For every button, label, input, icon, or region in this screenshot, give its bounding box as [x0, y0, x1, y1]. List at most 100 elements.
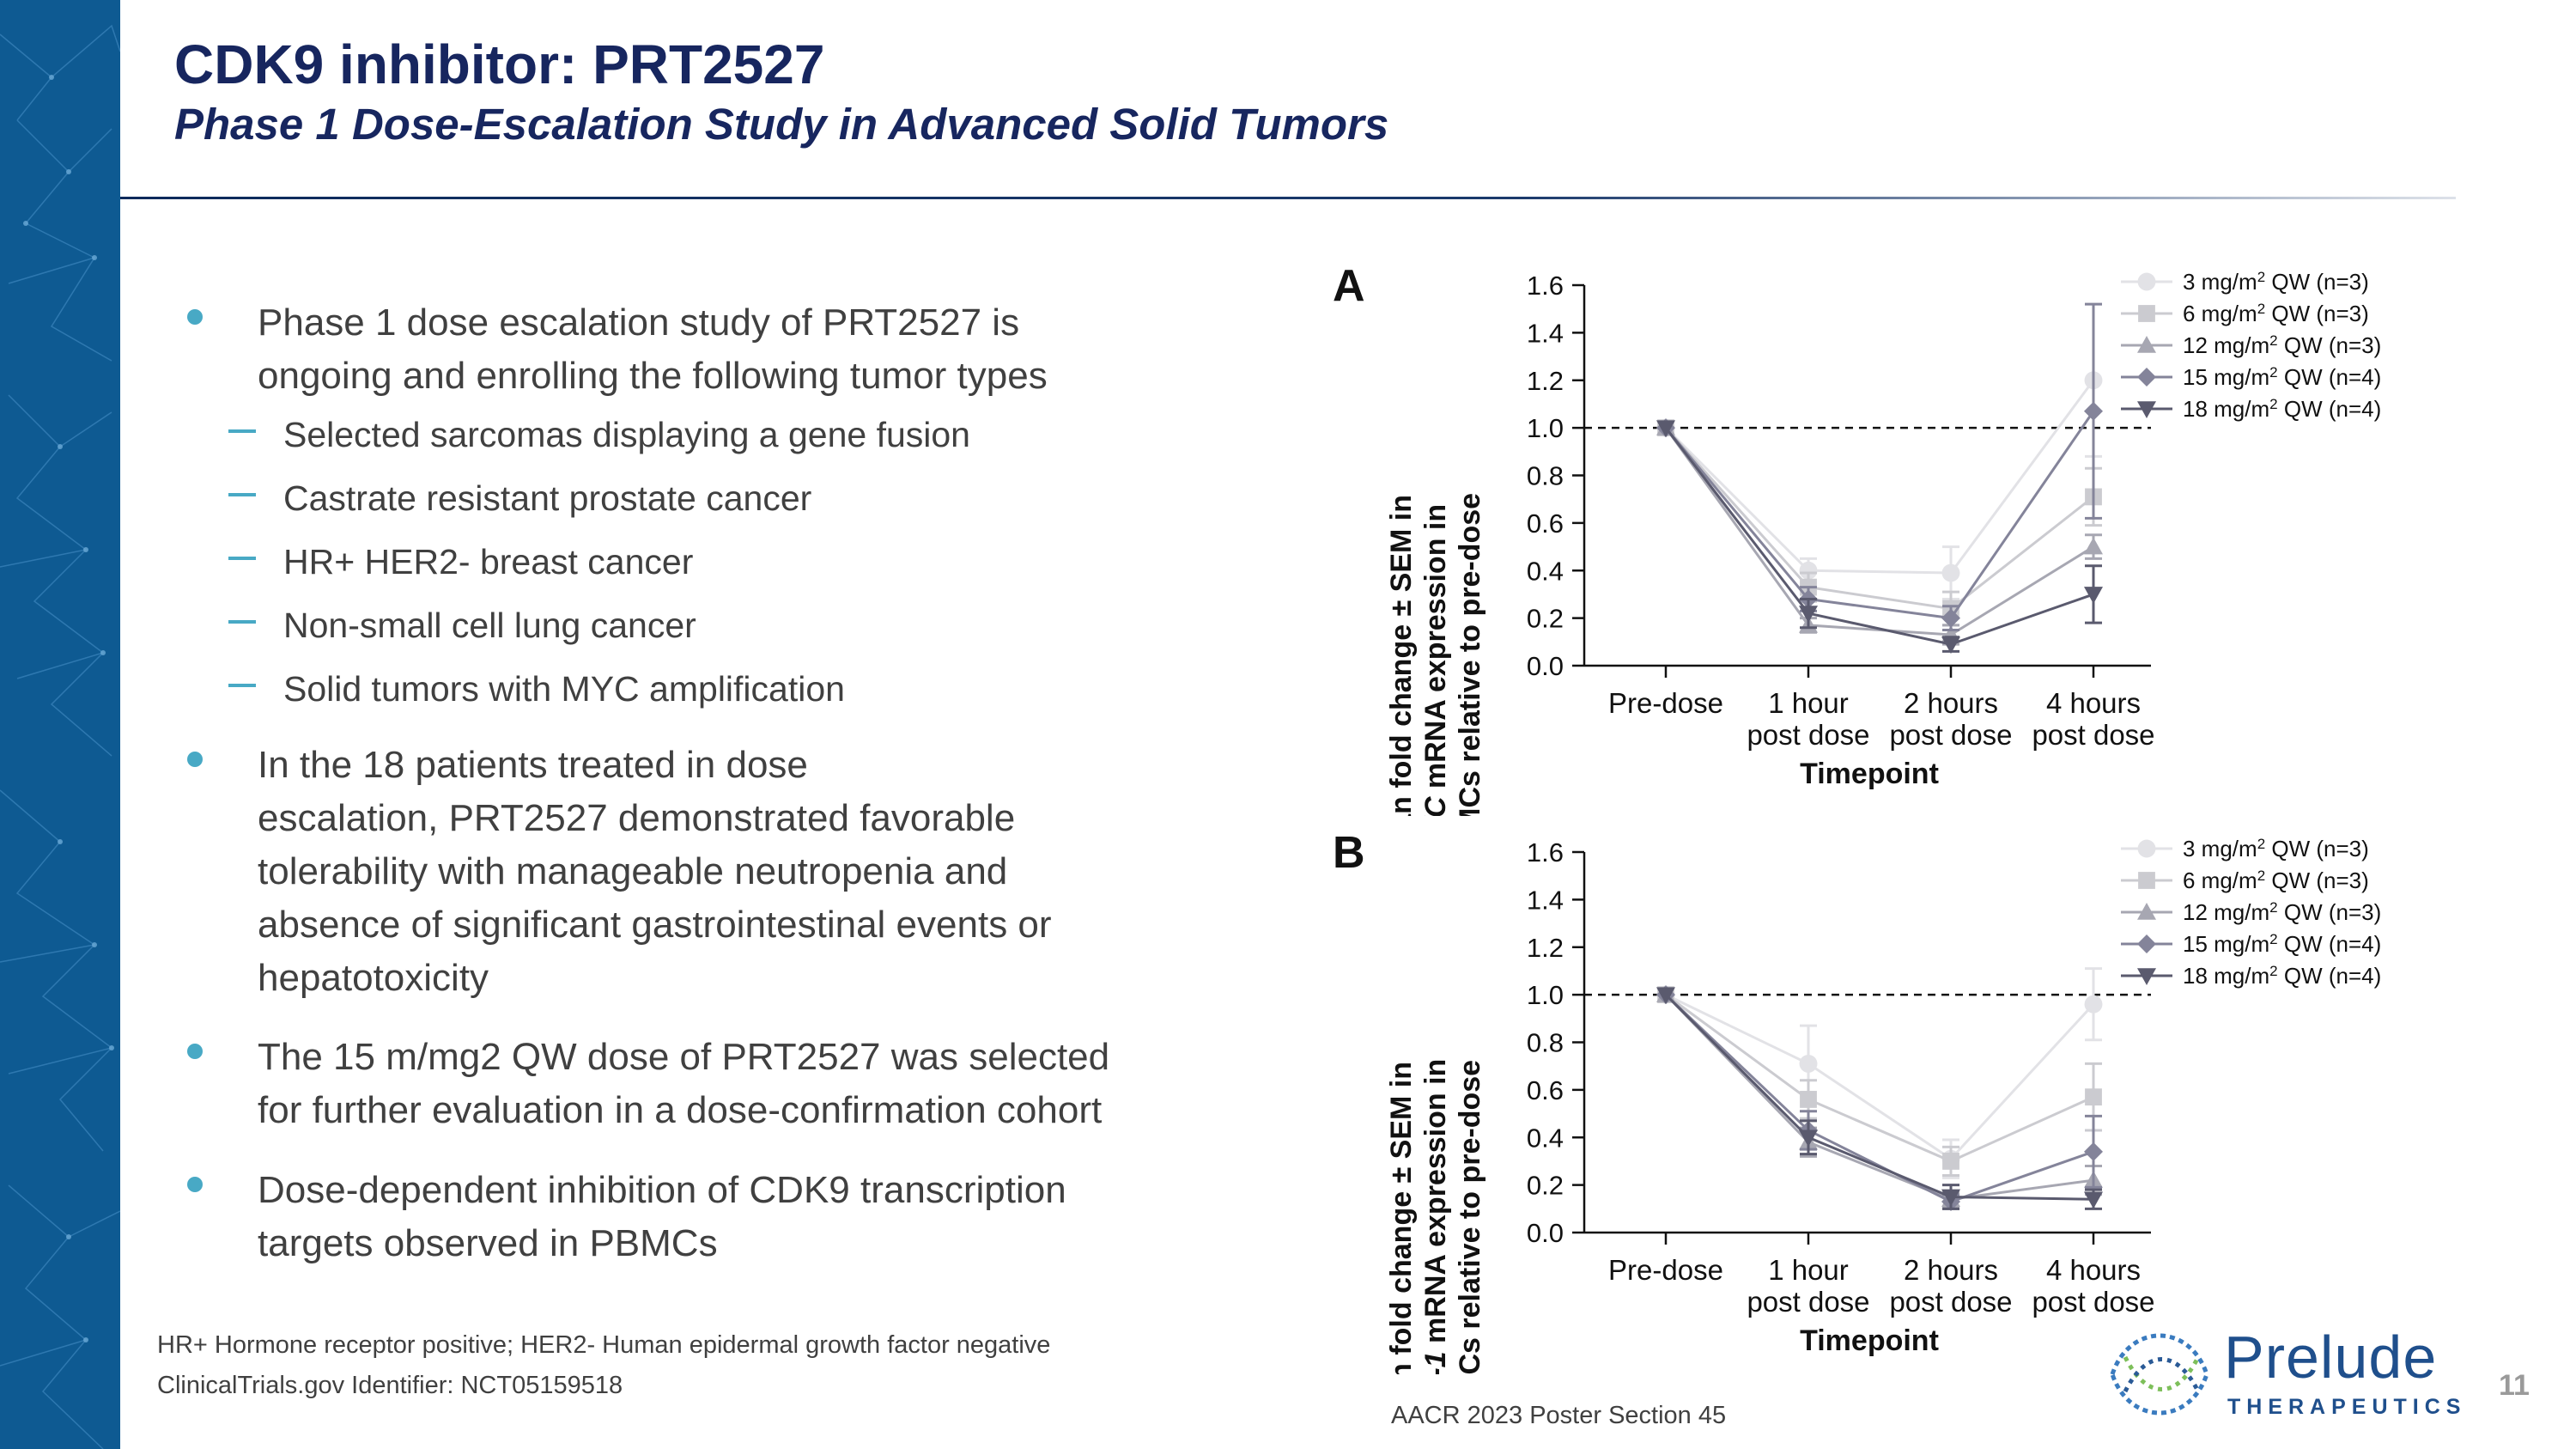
legend-dose: 3 mg/m [2183, 269, 2257, 295]
y-axis-label-line3: PBMCs relative to pre-dose [1454, 1060, 1486, 1374]
data-point [1799, 1129, 1818, 1148]
data-point [1799, 561, 1818, 580]
x-tick-label: post dose [2032, 719, 2154, 751]
legend-dose: 12 mg/m [2183, 899, 2269, 925]
bullet-text-line: targets observed in PBMCs [258, 1222, 718, 1264]
data-point [2084, 401, 2103, 421]
series-line [1664, 994, 2094, 1201]
legend-superscript: 2 [2269, 364, 2277, 381]
legend-dose: 15 mg/m [2183, 364, 2269, 390]
legend-suffix: QW (n=4) [2278, 396, 2382, 422]
x-tick-label: 4 hours [2046, 687, 2141, 719]
sub-bullet-text: Non-small cell lung cancer [283, 606, 696, 645]
x-tick-label: Pre-dose [1608, 1254, 1723, 1286]
legend-marker [2138, 872, 2155, 889]
bullet-dot [187, 1044, 203, 1059]
y-tick-label: 1.0 [1527, 980, 1564, 1010]
y-tick-label: 1.6 [1527, 271, 1564, 301]
bullet-dot [187, 752, 203, 767]
y-tick-label: 0.0 [1527, 1218, 1564, 1248]
bullet-text-line: hepatotoxicity [258, 957, 489, 999]
legend-superscript: 2 [2257, 301, 2265, 317]
data-point [1942, 1153, 1959, 1170]
bullet-text-line: Phase 1 dose escalation study of PRT2527… [258, 301, 1020, 344]
y-tick-label: 0.2 [1527, 604, 1564, 634]
data-point [1941, 563, 1960, 582]
legend-suffix: QW (n=3) [2265, 836, 2369, 861]
y-tick-label: 1.2 [1527, 366, 1564, 396]
legend-dose: 6 mg/m [2183, 868, 2257, 893]
y-tick-label: 0.4 [1527, 1123, 1564, 1153]
legend-suffix: QW (n=3) [2265, 269, 2369, 295]
y-tick-label: 1.6 [1527, 837, 1564, 868]
legend-suffix: QW (n=3) [2278, 332, 2382, 358]
legend-superscript: 2 [2257, 868, 2265, 884]
sub-bullet-text: Selected sarcomas displaying a gene fusi… [283, 415, 970, 454]
data-point [2084, 995, 2103, 1014]
legend-label: 3 mg/m2 QW (n=3) [2183, 269, 2369, 295]
legend-superscript: 2 [2257, 269, 2265, 285]
y-axis: 0.0 0.2 0.4 0.6 0.8 1.0 1.2 1.4 1.6 [1527, 837, 1586, 1248]
page-subtitle: Phase 1 Dose-Escalation Study in Advance… [174, 100, 1389, 149]
series-line [1664, 410, 2095, 620]
legend-marker [2137, 903, 2156, 920]
x-tick-label: post dose [2032, 1286, 2154, 1318]
data-point [1799, 1054, 1818, 1073]
footnote-trial-id: ClinicalTrials.gov Identifier: NCT051595… [157, 1372, 623, 1399]
series-line [1665, 993, 2095, 1161]
y-axis-label-line1: Mean fold change ± SEM in [1385, 495, 1418, 816]
series-line [1664, 427, 2094, 611]
bullet-dot [187, 1177, 203, 1192]
legend-superscript: 2 [2269, 332, 2277, 349]
header-divider [120, 197, 2456, 199]
legend-superscript: 2 [2269, 963, 2277, 979]
legend: 3 mg/m2 QW (n=3)6 mg/m2 QW (n=3)12 mg/m2… [2121, 836, 2381, 989]
legend-marker [2137, 839, 2156, 858]
data-point [1800, 1091, 1817, 1108]
data-point [1656, 420, 1675, 438]
legend-suffix: QW (n=3) [2278, 899, 2382, 925]
legend-label: 15 mg/m2 QW (n=4) [2183, 364, 2381, 390]
legend-suffix: QW (n=4) [2278, 931, 2382, 957]
legend-marker [2138, 305, 2155, 322]
sub-bullet-text: Solid tumors with MYC amplification [283, 669, 845, 709]
sub-bullet-text: HR+ HER2- breast cancer [283, 542, 694, 581]
legend-marker [2137, 968, 2156, 985]
x-tick-label: post dose [1747, 1286, 1869, 1318]
legend-marker [2137, 368, 2156, 387]
legend-superscript: 2 [2257, 836, 2265, 852]
legend-superscript: 2 [2269, 931, 2277, 947]
bullet-text-line: escalation, PRT2527 demonstrated favorab… [258, 797, 1016, 839]
poster-reference: AACR 2023 Poster Section 45 [1391, 1402, 1727, 1429]
y-tick-label: 1.4 [1527, 885, 1564, 915]
legend-dose: 3 mg/m [2183, 836, 2257, 861]
bullet-text-line: absence of significant gastrointestinal … [258, 904, 1052, 946]
y-axis-gene: MCL-1 [1419, 1351, 1452, 1374]
legend-label: 12 mg/m2 QW (n=3) [2183, 899, 2381, 925]
panel-label: A [1333, 261, 1365, 311]
y-axis-label-line3: PBMCs relative to pre-dose [1454, 493, 1486, 816]
series-line [1664, 427, 2094, 646]
series-line [1664, 994, 2094, 1201]
legend-label: 6 mg/m2 QW (n=3) [2183, 868, 2369, 893]
sub-bullet-dash [228, 429, 256, 433]
x-tick-label: post dose [1889, 719, 2012, 751]
y-tick-label: 0.8 [1527, 461, 1564, 491]
series-line [1664, 427, 2094, 636]
y-axis-label-line2: MCL-1 mRNA expression in [1419, 1059, 1452, 1374]
plot-area [1584, 967, 2151, 1212]
page-number: 11 [2499, 1369, 2530, 1402]
x-tick-label: post dose [1747, 719, 1869, 751]
y-tick-label: 0.6 [1527, 1075, 1564, 1105]
legend-label: 3 mg/m2 QW (n=3) [2183, 836, 2369, 861]
legend-dose: 6 mg/m [2183, 301, 2257, 326]
company-logo: Prelude THERAPEUTICS [2095, 1306, 2460, 1443]
x-tick-label: 2 hours [1904, 687, 1998, 719]
data-point [2084, 1142, 2103, 1161]
bullet-text-line: for further evaluation in a dose-confirm… [258, 1089, 1103, 1131]
legend-label: 18 mg/m2 QW (n=4) [2183, 396, 2381, 422]
logo-wordmark: Prelude [2224, 1324, 2438, 1391]
y-axis-label-line2: MYC mRNA expression in [1419, 504, 1452, 816]
data-point [2084, 537, 2103, 555]
